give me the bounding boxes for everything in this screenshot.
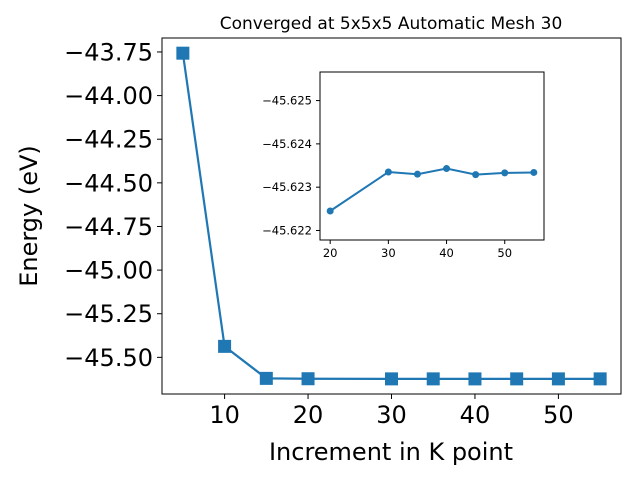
inset-x-tick-label: 40 [439, 246, 454, 260]
main-series [176, 46, 607, 386]
main-data-point [218, 339, 232, 353]
main-x-ticks: 10 20 30 40 50 [209, 394, 574, 429]
inset-y-tick-label: −45.623 [262, 180, 312, 194]
inset-background [320, 72, 544, 240]
main-y-tick-label: −45.25 [64, 300, 153, 328]
main-data-point [593, 372, 607, 386]
main-x-tick-label: 50 [543, 401, 574, 429]
main-y-ticks: −43.75 −44.00 −44.25 −44.50 −44.75 −45.00 −45.… [64, 38, 162, 372]
main-x-tick-label: 40 [460, 401, 491, 429]
main-data-point [426, 372, 440, 386]
main-x-tick-label: 30 [376, 401, 407, 429]
main-data-point [176, 46, 190, 60]
chart-title: Converged at 5x5x5 Automatic Mesh 30 [220, 14, 563, 34]
y-axis-label: Energy (eV) [15, 145, 43, 287]
inset-data-point [326, 207, 334, 215]
inset-plot-frame [319, 71, 545, 241]
main-data-point [468, 372, 482, 386]
main-y-tick-label: −45.50 [64, 344, 153, 372]
inset-x-ticks: 20 30 40 50 [323, 240, 512, 260]
inset-plot: −45.625 −45.624 −45.623 −45.622 20 30 40 50 [262, 71, 545, 260]
x-axis-label: Increment in K point [269, 438, 513, 466]
inset-y-tick-label: −45.622 [262, 223, 312, 237]
inset-x-tick-label: 50 [497, 246, 512, 260]
inset-data-point [443, 165, 451, 173]
main-x-tick-label: 10 [209, 401, 240, 429]
main-data-point [259, 371, 273, 385]
main-data-point [301, 372, 315, 386]
main-data-point [510, 372, 524, 386]
main-y-tick-label: −44.00 [64, 82, 153, 110]
main-data-point [551, 372, 565, 386]
inset-y-ticks: −45.625 −45.624 −45.623 −45.622 [262, 94, 320, 237]
main-y-tick-label: −44.25 [64, 126, 153, 154]
main-plot: Converged at 5x5x5 Automatic Mesh 30 −43… [15, 14, 622, 466]
inset-data-point [413, 170, 421, 178]
main-y-tick-label: −43.75 [64, 38, 153, 66]
inset-y-tick-label: −45.624 [262, 137, 312, 151]
main-series-line [181, 53, 601, 380]
inset-data-point [530, 168, 538, 176]
inset-x-tick-label: 20 [323, 246, 338, 260]
inset-data-point [384, 168, 392, 176]
main-plot-frame [161, 37, 622, 395]
inset-y-tick-label: −45.625 [262, 94, 312, 108]
main-y-tick-label: −44.75 [64, 213, 153, 241]
inset-data-point [501, 169, 509, 177]
main-y-tick-label: −44.50 [64, 169, 153, 197]
inset-series [326, 165, 538, 215]
main-y-tick-label: −45.00 [64, 257, 153, 285]
main-data-point [385, 372, 398, 386]
inset-data-point [472, 171, 480, 179]
main-x-tick-label: 20 [293, 401, 324, 429]
inset-x-tick-label: 30 [381, 246, 396, 260]
